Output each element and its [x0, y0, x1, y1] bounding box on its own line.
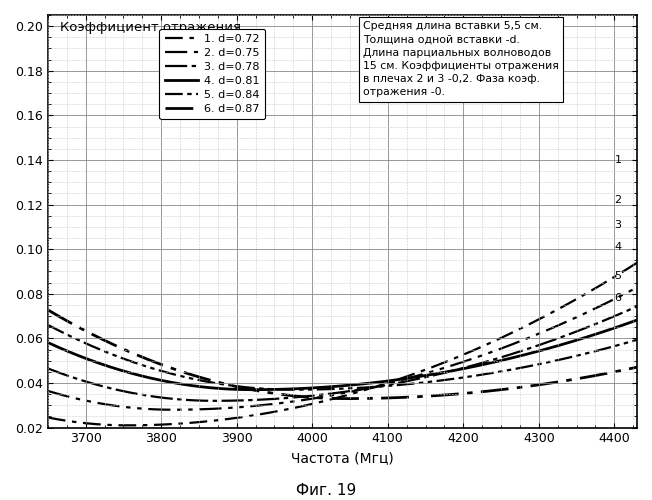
- 3. d=0.78: [552, 336, 560, 342]
- 1. d=0.72: [44, 414, 52, 420]
- 2. d=0.75: [492, 348, 499, 354]
- 3. d=0.78: [387, 382, 394, 388]
- 6. d=0.87: [44, 307, 52, 313]
- 6. d=0.87: [80, 327, 88, 333]
- 2. d=0.75: [420, 371, 428, 377]
- 6. d=0.87: [633, 364, 641, 370]
- 5. d=0.84: [633, 337, 641, 343]
- 2. d=0.75: [552, 324, 560, 330]
- 1. d=0.72: [633, 260, 641, 266]
- 5. d=0.84: [402, 382, 410, 388]
- 3. d=0.78: [210, 398, 218, 404]
- 6. d=0.87: [342, 396, 350, 402]
- Text: Коэффициент отражения: Коэффициент отражения: [59, 21, 241, 34]
- 2. d=0.75: [44, 388, 52, 394]
- Text: 6: 6: [614, 293, 621, 303]
- 3. d=0.78: [633, 304, 641, 310]
- 2. d=0.75: [169, 406, 177, 412]
- 1. d=0.72: [124, 422, 132, 428]
- Legend: 1. d=0.72, 2. d=0.75, 3. d=0.78, 4. d=0.81, 5. d=0.84, 6. d=0.87: 1. d=0.72, 2. d=0.75, 3. d=0.78, 4. d=0.…: [160, 29, 265, 120]
- Text: 3: 3: [614, 220, 621, 230]
- 4. d=0.81: [80, 354, 88, 360]
- 4. d=0.81: [387, 378, 394, 384]
- 3. d=0.78: [492, 356, 499, 362]
- 4. d=0.81: [552, 344, 560, 349]
- 6. d=0.87: [492, 388, 499, 394]
- 1. d=0.72: [402, 374, 410, 380]
- 1. d=0.72: [387, 379, 394, 385]
- 6. d=0.87: [387, 395, 394, 401]
- 4. d=0.81: [248, 386, 256, 392]
- 5. d=0.84: [552, 358, 560, 364]
- 4. d=0.81: [420, 373, 428, 379]
- 3. d=0.78: [402, 378, 410, 384]
- 6. d=0.87: [552, 380, 560, 386]
- 2. d=0.75: [402, 376, 410, 382]
- 1. d=0.72: [80, 420, 88, 426]
- 5. d=0.84: [387, 382, 394, 388]
- Line: 5. d=0.84: 5. d=0.84: [48, 325, 637, 390]
- Line: 3. d=0.78: 3. d=0.78: [48, 306, 637, 401]
- Line: 4. d=0.81: 4. d=0.81: [48, 320, 637, 390]
- X-axis label: Частота (Мгц): Частота (Мгц): [291, 451, 394, 465]
- 4. d=0.81: [44, 340, 52, 345]
- Line: 2. d=0.75: 2. d=0.75: [48, 288, 637, 410]
- 2. d=0.75: [633, 284, 641, 290]
- 5. d=0.84: [80, 340, 88, 345]
- 3. d=0.78: [80, 378, 88, 384]
- 5. d=0.84: [420, 380, 428, 386]
- 6. d=0.87: [420, 394, 428, 400]
- Text: 4: 4: [614, 242, 621, 252]
- Text: 2: 2: [614, 195, 621, 205]
- 3. d=0.78: [44, 366, 52, 372]
- 6. d=0.87: [402, 394, 410, 400]
- 4. d=0.81: [633, 317, 641, 323]
- Text: Средняя длина вставки 5,5 см.
Толщина одной вставки -d.
Длина парциальных волнов: Средняя длина вставки 5,5 см. Толщина од…: [363, 21, 559, 97]
- 1. d=0.72: [552, 308, 560, 314]
- 5. d=0.84: [492, 370, 499, 376]
- 2. d=0.75: [80, 398, 88, 404]
- Text: Фиг. 19: Фиг. 19: [296, 483, 356, 498]
- 5. d=0.84: [44, 322, 52, 328]
- Line: 1. d=0.72: 1. d=0.72: [48, 263, 637, 426]
- 5. d=0.84: [289, 386, 297, 392]
- 1. d=0.72: [420, 368, 428, 374]
- 2. d=0.75: [387, 380, 394, 386]
- 4. d=0.81: [492, 359, 499, 365]
- Text: 5: 5: [614, 271, 621, 281]
- 4. d=0.81: [402, 376, 410, 382]
- 1. d=0.72: [492, 338, 499, 344]
- Line: 6. d=0.87: 6. d=0.87: [48, 310, 637, 398]
- Text: 1: 1: [614, 155, 621, 165]
- 3. d=0.78: [420, 374, 428, 380]
